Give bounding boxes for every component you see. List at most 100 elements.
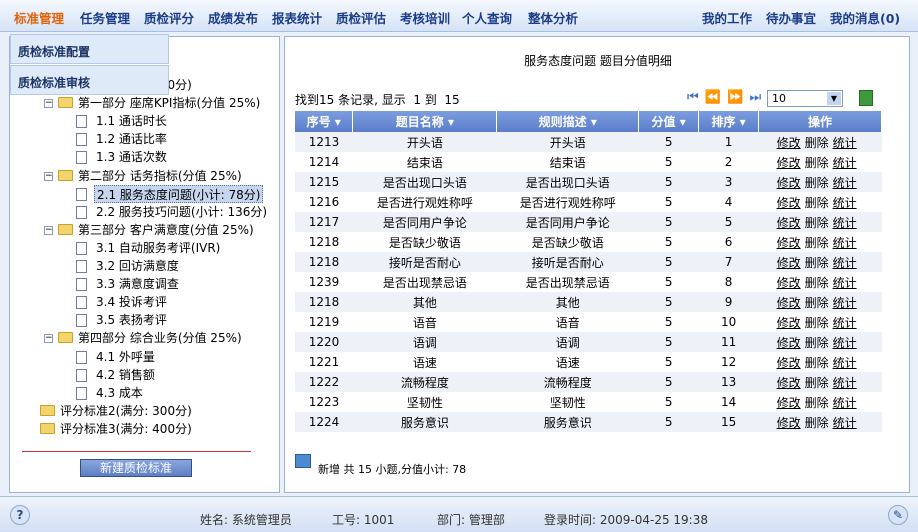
tree-node[interactable]: 3.1 自动服务考评(IVR) [96, 240, 221, 255]
tree-node[interactable]: 1.1 通话时长 [96, 114, 167, 129]
tree-node[interactable]: 1.3 通话次数 [96, 150, 167, 165]
action-link[interactable]: 统计 [832, 195, 857, 210]
pager[interactable]: ⏮ ⏪ ⏩ ⏭ [687, 90, 763, 105]
tree-node[interactable]: 第三部分 客户满意度(分值 25%) [78, 222, 254, 237]
action-link[interactable]: 修改 [776, 395, 801, 410]
action-link[interactable]: 删除 [804, 175, 829, 190]
cell: 5 [698, 212, 759, 232]
expander[interactable]: − [44, 98, 53, 109]
dropdown-item[interactable]: 质检标准审核 [10, 65, 169, 95]
add-link[interactable]: 新增 [318, 463, 340, 476]
action-link[interactable]: 统计 [832, 255, 857, 270]
add-icon[interactable] [295, 454, 311, 468]
tree-node[interactable]: 3.4 投诉考评 [96, 295, 167, 310]
action-link[interactable]: 删除 [804, 295, 829, 310]
action-link[interactable]: 删除 [804, 135, 829, 150]
tree-node[interactable]: 2.2 服务技巧问题(小计: 136分) [96, 204, 268, 219]
action-link[interactable]: 删除 [804, 315, 829, 330]
action-link[interactable]: 统计 [832, 415, 857, 430]
action-link[interactable]: 统计 [832, 315, 857, 330]
action-link[interactable]: 修改 [776, 215, 801, 230]
expander[interactable]: − [44, 224, 53, 235]
tree-node[interactable]: 评分标准3(满分: 400分) [60, 421, 192, 436]
help-icon[interactable]: ? [10, 505, 30, 525]
nav-item[interactable]: 质检评估 [336, 11, 387, 26]
action-link[interactable]: 修改 [776, 235, 801, 250]
action-link[interactable]: 修改 [776, 255, 801, 270]
action-link[interactable]: 统计 [832, 295, 857, 310]
tree-node[interactable]: 3.5 表扬考评 [96, 313, 167, 328]
action-link[interactable]: 统计 [832, 395, 857, 410]
nav-item[interactable]: 考核培训 [400, 11, 451, 26]
cell: 5 [664, 195, 673, 209]
action-link[interactable]: 修改 [776, 355, 801, 370]
nav-item[interactable]: 个人查询 [462, 11, 513, 26]
tree-node[interactable]: 第一部分 座席KPI指标(分值 25%) [78, 96, 261, 111]
nav-right-item[interactable]: 我的工作 [702, 11, 753, 26]
expander[interactable]: − [44, 170, 53, 181]
tree-node[interactable]: 2.1 服务态度问题(小计: 78分) [94, 184, 264, 203]
action-link[interactable]: 删除 [804, 195, 829, 210]
action-link[interactable]: 删除 [804, 215, 829, 230]
action-link[interactable]: 删除 [804, 415, 829, 430]
action-link[interactable]: 删除 [804, 235, 829, 250]
cell: 14 [720, 395, 737, 409]
tool-icon[interactable]: ✎ [888, 505, 908, 525]
action-link[interactable]: 修改 [776, 195, 801, 210]
action-link[interactable]: 修改 [776, 175, 801, 190]
nav-right-item[interactable]: 待办事宜 [766, 11, 817, 26]
page-size-select[interactable]: 10 ▼ [767, 90, 843, 107]
folder-icon [58, 223, 73, 235]
action-link[interactable]: 统计 [832, 155, 857, 170]
action-link[interactable]: 删除 [804, 275, 829, 290]
tree-node[interactable]: 4.3 成本 [96, 385, 143, 400]
column-header[interactable]: 规则描述 ▾ [496, 111, 640, 132]
action-link[interactable]: 统计 [832, 335, 857, 350]
tree-node[interactable]: 1.2 通话比率 [96, 132, 167, 147]
tree-node[interactable]: 评分标准2(满分: 300分) [60, 403, 192, 418]
action-link[interactable]: 删除 [804, 355, 829, 370]
nav-right-item[interactable]: 我的消息(0) [830, 11, 901, 26]
action-link[interactable]: 修改 [776, 375, 801, 390]
action-link[interactable]: 删除 [804, 155, 829, 170]
action-link[interactable]: 统计 [832, 275, 857, 290]
action-link[interactable]: 修改 [776, 335, 801, 350]
action-link[interactable]: 修改 [776, 415, 801, 430]
expander[interactable]: − [44, 333, 53, 344]
action-link[interactable]: 删除 [804, 395, 829, 410]
tree-node[interactable]: 4.1 外呼量 [96, 349, 155, 364]
column-header[interactable]: 序号 ▾ [295, 111, 354, 132]
tree-node[interactable]: 3.3 满意度调查 [96, 277, 179, 292]
tree-node[interactable]: 第二部分 话务指标(分值 25%) [78, 168, 242, 183]
tree-node[interactable]: 4.2 销售额 [96, 367, 155, 382]
dropdown-item[interactable]: 质检标准配置 [10, 34, 169, 64]
action-link[interactable]: 删除 [804, 335, 829, 350]
nav-item[interactable]: 报表统计 [272, 11, 323, 26]
export-icon[interactable] [859, 90, 873, 106]
new-standard-button[interactable]: 新建质检标准 [80, 459, 192, 477]
action-link[interactable]: 修改 [776, 295, 801, 310]
column-header[interactable]: 分值 ▾ [638, 111, 700, 132]
action-link[interactable]: 统计 [832, 215, 857, 230]
nav-item[interactable]: 质检评分 [144, 11, 195, 26]
action-link[interactable]: 统计 [832, 135, 857, 150]
actions-cell: 修改 删除 统计 [758, 252, 882, 272]
column-header[interactable]: 题目名称 ▾ [352, 111, 498, 132]
action-link[interactable]: 修改 [776, 155, 801, 170]
action-link[interactable]: 统计 [832, 355, 857, 370]
nav-item[interactable]: 成绩发布 [208, 11, 259, 26]
column-header[interactable]: 排序 ▾ [698, 111, 760, 132]
nav-item[interactable]: 标准管理 [14, 11, 65, 26]
action-link[interactable]: 修改 [776, 135, 801, 150]
tree-node[interactable]: 第四部分 综合业务(分值 25%) [78, 331, 242, 346]
tree-node[interactable]: 3.2 回访满意度 [96, 259, 179, 273]
action-link[interactable]: 删除 [804, 255, 829, 270]
action-link[interactable]: 统计 [832, 175, 857, 190]
action-link[interactable]: 修改 [776, 315, 801, 330]
action-link[interactable]: 统计 [832, 375, 857, 390]
nav-item[interactable]: 整体分析 [528, 11, 579, 26]
action-link[interactable]: 修改 [776, 275, 801, 290]
action-link[interactable]: 统计 [832, 235, 857, 250]
action-link[interactable]: 删除 [804, 375, 829, 390]
nav-item[interactable]: 任务管理 [80, 11, 131, 26]
